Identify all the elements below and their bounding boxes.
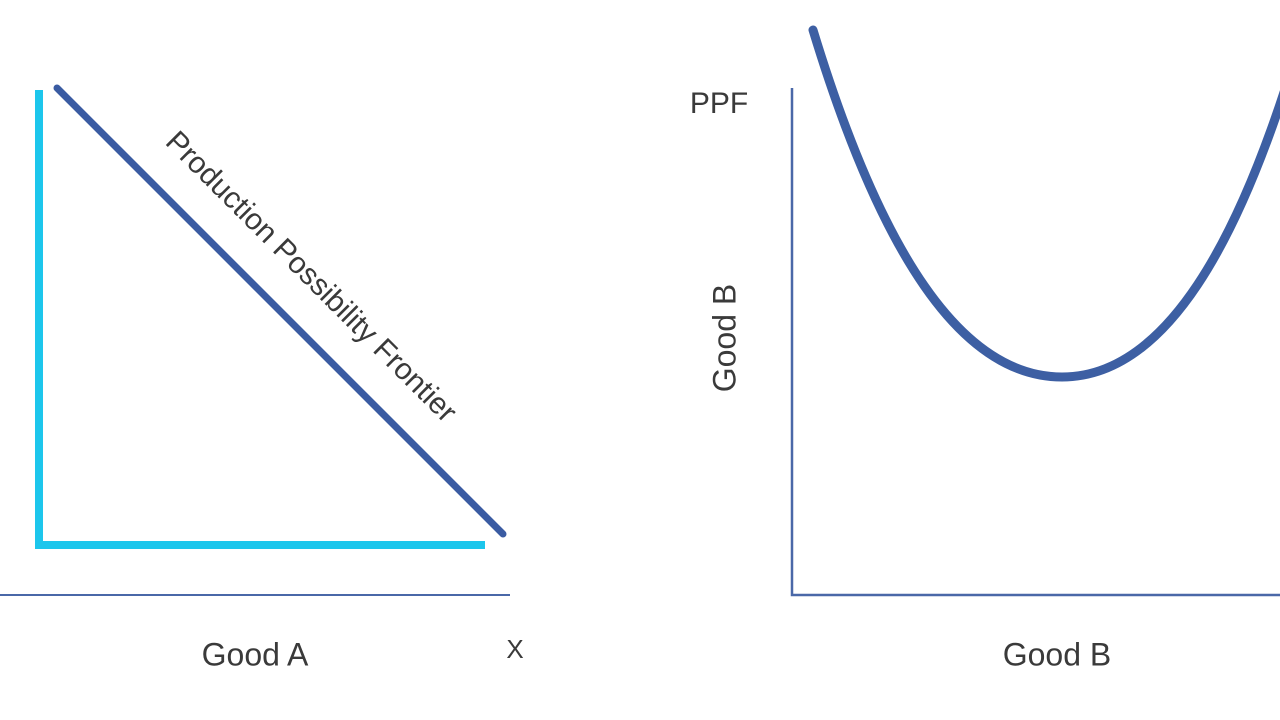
ppf-curve <box>808 25 1280 382</box>
axes <box>790 88 1280 597</box>
x-axis-label: Good B <box>1003 636 1112 672</box>
x-axis-label: Good A <box>202 636 309 672</box>
left-panel: Production Possibility Frontier Good A X <box>0 84 524 672</box>
panel-title: PPF <box>690 87 748 120</box>
right-panel: PPF Good B Good B <box>690 25 1280 672</box>
corner-label: X <box>506 634 523 664</box>
y-axis-label: Good B <box>706 284 742 393</box>
curve-label: Production Possibility Frontier <box>159 125 463 429</box>
axes-frame <box>35 90 485 549</box>
frontier-line <box>53 84 507 538</box>
